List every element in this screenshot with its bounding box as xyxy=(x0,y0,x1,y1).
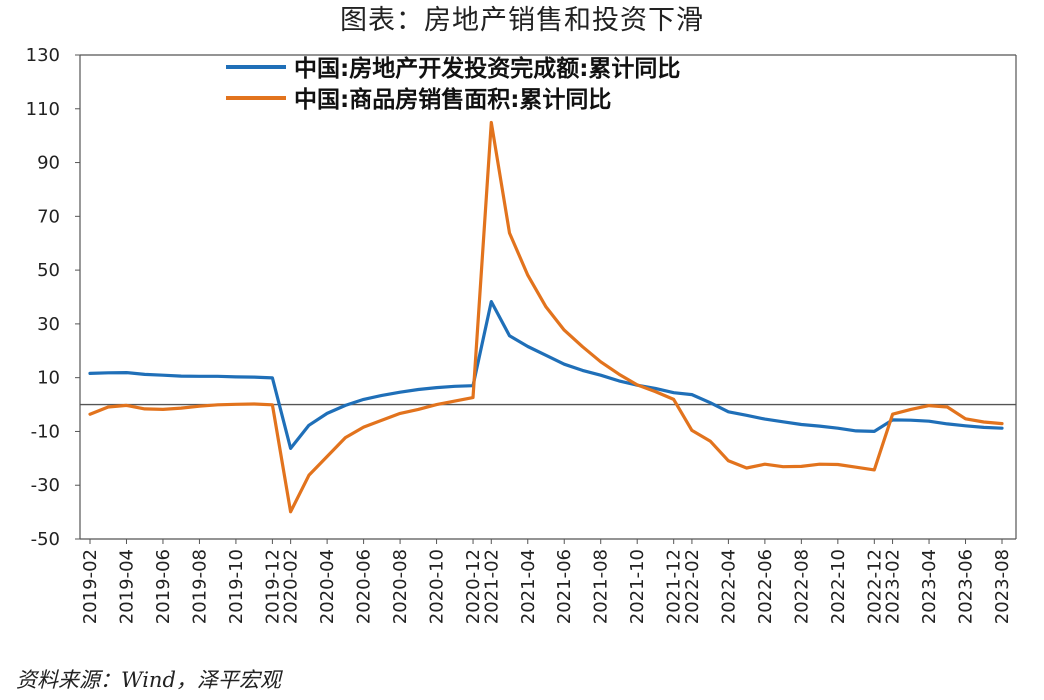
x-tick-label: 2020-02 xyxy=(281,549,302,624)
series-layer xyxy=(88,120,1004,514)
x-tick-label: 2020-04 xyxy=(317,549,338,624)
x-tick-label: 2021-02 xyxy=(481,549,502,624)
x-tick-label: 2022-12 xyxy=(864,549,885,624)
x-tick-label: 2023-04 xyxy=(919,549,940,624)
series-line-2 xyxy=(88,120,1004,514)
y-tick-label: -10 xyxy=(31,421,60,442)
x-tick-label: 2019-06 xyxy=(153,549,174,624)
y-tick-label: 110 xyxy=(26,99,60,120)
x-tick-label: 2019-10 xyxy=(226,549,247,624)
y-tick-label: 90 xyxy=(37,153,60,174)
x-tick-label: 2021-06 xyxy=(554,549,575,624)
x-tick-label: 2023-06 xyxy=(956,549,977,624)
x-tick-label: 2019-12 xyxy=(262,549,283,624)
x-tick-label: 2019-04 xyxy=(116,549,137,624)
x-tick-label: 2022-06 xyxy=(755,549,776,624)
x-tick-label: 2020-12 xyxy=(463,549,484,624)
x-tick-label: 2023-02 xyxy=(883,549,904,624)
x-tick-label: 2019-02 xyxy=(80,549,101,624)
x-tick-label: 2022-04 xyxy=(718,549,739,624)
y-tick-label: 130 xyxy=(26,45,60,66)
x-tick-label: 2021-04 xyxy=(518,549,539,624)
x-tick-label: 2021-10 xyxy=(627,549,648,624)
x-tick-label: 2022-02 xyxy=(682,549,703,624)
legend-label-2: 中国:商品房销售面积:累计同比 xyxy=(294,86,611,113)
x-tick-label: 2019-08 xyxy=(189,549,210,624)
x-tick-label: 2022-10 xyxy=(828,549,849,624)
x-tick-label: 2021-08 xyxy=(591,549,612,624)
axes-layer: -50 -30 -10 10 30 50 70 90 110 130 2019-02 2019-04 2… xyxy=(26,45,1017,624)
legend-label-1: 中国:房地产开发投资完成额:累计同比 xyxy=(294,55,680,82)
x-tick-label: 2020-10 xyxy=(427,549,448,624)
x-tick-label: 2023-08 xyxy=(992,549,1013,624)
series-line-1 xyxy=(88,300,1004,450)
y-tick-label: -50 xyxy=(31,529,60,550)
source-note: 资料来源：Wind，泽平宏观 xyxy=(16,668,281,692)
x-tick-label: 2021-12 xyxy=(664,549,685,624)
x-tick-label: 2020-08 xyxy=(390,549,411,624)
x-tick-label: 2022-08 xyxy=(791,549,812,624)
y-tick-label: 30 xyxy=(37,314,60,335)
y-tick-label: 70 xyxy=(37,206,60,227)
x-tick-label: 2020-06 xyxy=(354,549,375,624)
chart-title: 图表：房地产销售和投资下滑 xyxy=(340,5,704,36)
y-tick-label: -30 xyxy=(31,475,60,496)
y-tick-label: 10 xyxy=(37,368,60,389)
y-tick-label: 50 xyxy=(37,260,60,281)
